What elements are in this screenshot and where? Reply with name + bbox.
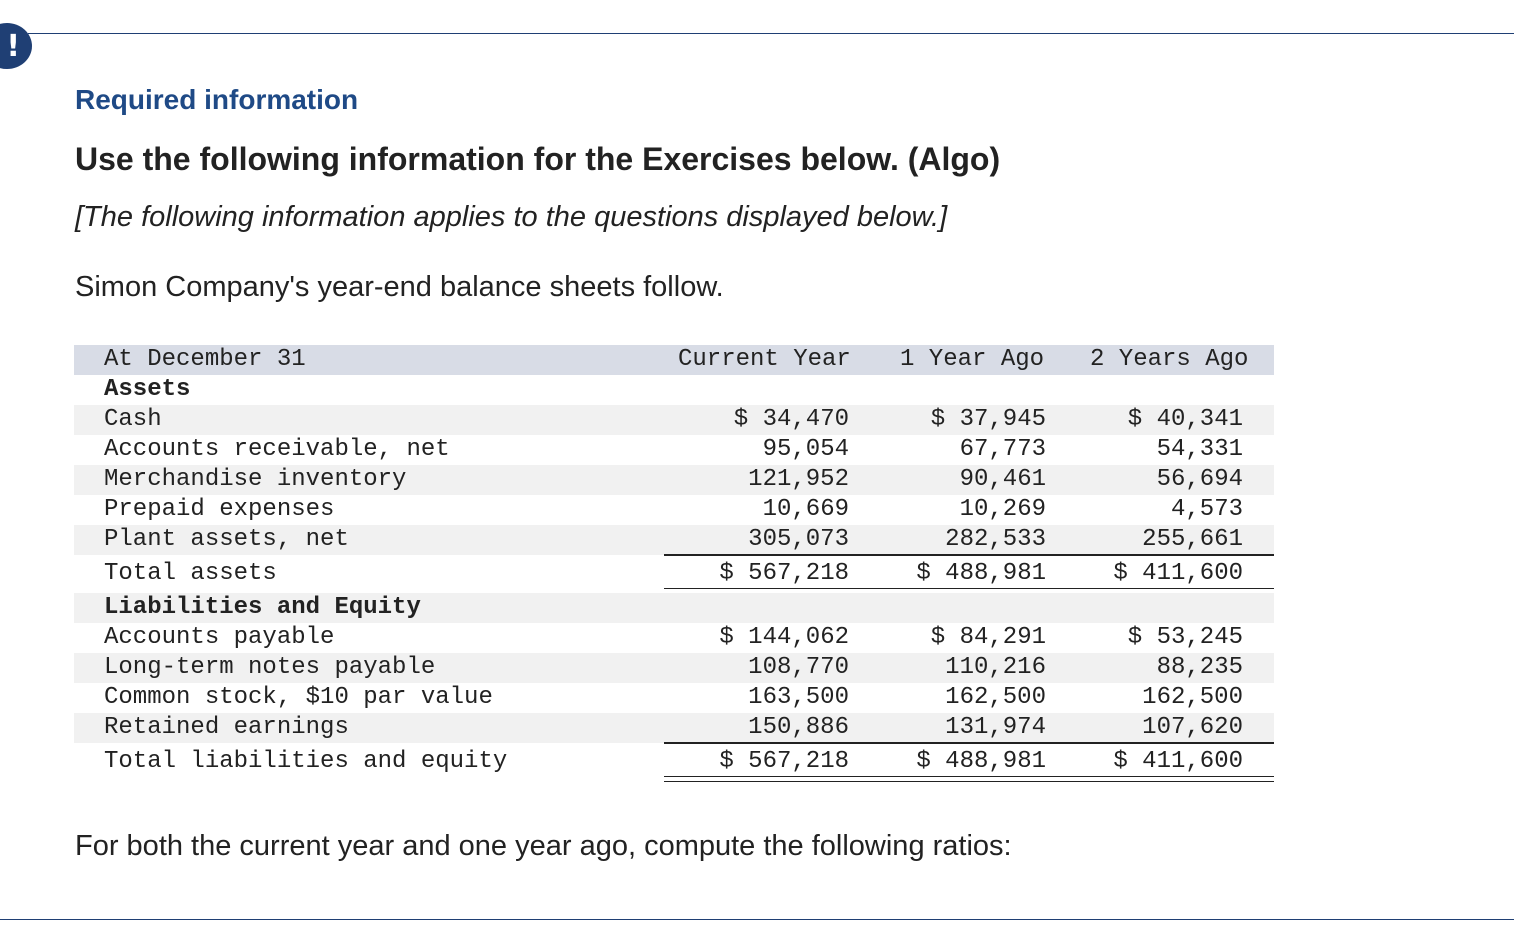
- total-row: Total assets $ 567,218 $ 488,981 $ 411,6…: [74, 555, 1274, 594]
- liabilities-heading: Liabilities and Equity: [104, 594, 421, 621]
- row-label: Total assets: [104, 560, 277, 587]
- row-label: Retained earnings: [104, 714, 349, 741]
- value-current-year: 10,669: [762, 496, 849, 523]
- value-1-year-ago: 67,773: [959, 436, 1046, 463]
- balance-sheet-table: At December 31 Current Year 1 Year Ago 2…: [74, 345, 1274, 782]
- row-label: Accounts receivable, net: [104, 436, 450, 463]
- value-2-years-ago: $ 411,600: [1113, 748, 1243, 775]
- value-2-years-ago: 88,235: [1156, 654, 1243, 681]
- assets-heading: Assets: [104, 376, 191, 403]
- bottom-divider: [0, 919, 1514, 920]
- row-label: Total liabilities and equity: [104, 748, 508, 775]
- row-label: Accounts payable: [104, 624, 335, 651]
- table-row: Retained earnings 150,886 131,974 107,62…: [74, 713, 1274, 744]
- value-current-year: 108,770: [748, 654, 849, 681]
- value-2-years-ago: 56,694: [1156, 466, 1243, 493]
- value-1-year-ago: 90,461: [959, 466, 1046, 493]
- value-1-year-ago: 10,269: [959, 496, 1046, 523]
- column-header-1-year-ago: 1 Year Ago: [900, 346, 1045, 373]
- value-current-year: 150,886: [748, 714, 849, 741]
- top-divider: [28, 33, 1514, 34]
- table-row: Plant assets, net 305,073 282,533 255,66…: [74, 525, 1274, 556]
- row-label: Cash: [104, 406, 162, 433]
- value-2-years-ago: 107,620: [1142, 714, 1243, 741]
- table-header-row: At December 31 Current Year 1 Year Ago 2…: [74, 345, 1274, 375]
- value-1-year-ago: $ 488,981: [916, 560, 1046, 587]
- table-row: Merchandise inventory 121,952 90,461 56,…: [74, 465, 1274, 495]
- value-current-year: 121,952: [748, 466, 849, 493]
- value-1-year-ago: 131,974: [945, 714, 1046, 741]
- value-current-year: $ 567,218: [719, 748, 849, 775]
- total-row: Total liabilities and equity $ 567,218 $…: [74, 743, 1274, 782]
- value-1-year-ago: $ 84,291: [930, 624, 1046, 651]
- value-current-year: $ 34,470: [733, 406, 849, 433]
- value-2-years-ago: 4,573: [1170, 496, 1243, 523]
- table-row: Accounts payable $ 144,062 $ 84,291 $ 53…: [74, 623, 1274, 653]
- row-label: Prepaid expenses: [104, 496, 335, 523]
- section-heading-row: Liabilities and Equity: [74, 593, 1274, 623]
- value-2-years-ago: 162,500: [1142, 684, 1243, 711]
- value-2-years-ago: $ 40,341: [1127, 406, 1243, 433]
- value-1-year-ago: 162,500: [945, 684, 1046, 711]
- value-current-year: $ 144,062: [719, 624, 849, 651]
- value-1-year-ago: 110,216: [945, 654, 1046, 681]
- instruction-text: For both the current year and one year a…: [75, 830, 1012, 862]
- value-2-years-ago: 255,661: [1142, 526, 1243, 553]
- row-label: Long-term notes payable: [104, 654, 436, 681]
- required-info-heading: Required information: [75, 84, 359, 115]
- table-row: Common stock, $10 par value 163,500 162,…: [74, 683, 1274, 713]
- value-1-year-ago: $ 488,981: [916, 748, 1046, 775]
- value-2-years-ago: $ 411,600: [1113, 560, 1243, 587]
- applies-note: [The following information applies to th…: [75, 201, 948, 233]
- row-label: Common stock, $10 par value: [104, 684, 493, 711]
- total-double-rule: [664, 776, 1274, 782]
- table-row: Long-term notes payable 108,770 110,216 …: [74, 653, 1274, 683]
- value-1-year-ago: $ 37,945: [930, 406, 1046, 433]
- subtotal-rule: [664, 554, 1274, 556]
- value-2-years-ago: 54,331: [1156, 436, 1243, 463]
- value-2-years-ago: $ 53,245: [1127, 624, 1243, 651]
- value-current-year: $ 567,218: [719, 560, 849, 587]
- section-heading-row: Assets: [74, 375, 1274, 405]
- intro-text: Simon Company's year-end balance sheets …: [75, 271, 724, 303]
- table-row: Prepaid expenses 10,669 10,269 4,573: [74, 495, 1274, 525]
- row-label: Plant assets, net: [104, 526, 349, 553]
- column-header-date: At December 31: [104, 346, 306, 373]
- row-label: Merchandise inventory: [104, 466, 407, 493]
- value-current-year: 305,073: [748, 526, 849, 553]
- value-1-year-ago: 282,533: [945, 526, 1046, 553]
- table-row: Cash $ 34,470 $ 37,945 $ 40,341: [74, 405, 1274, 435]
- table-row: Accounts receivable, net 95,054 67,773 5…: [74, 435, 1274, 465]
- value-current-year: 163,500: [748, 684, 849, 711]
- column-header-2-years-ago: 2 Years Ago: [1090, 346, 1249, 373]
- column-header-current-year: Current Year: [678, 346, 851, 373]
- value-current-year: 95,054: [762, 436, 849, 463]
- subtotal-rule: [664, 742, 1274, 744]
- page-title: Use the following information for the Ex…: [75, 141, 1001, 177]
- exclamation-icon: !: [0, 23, 32, 69]
